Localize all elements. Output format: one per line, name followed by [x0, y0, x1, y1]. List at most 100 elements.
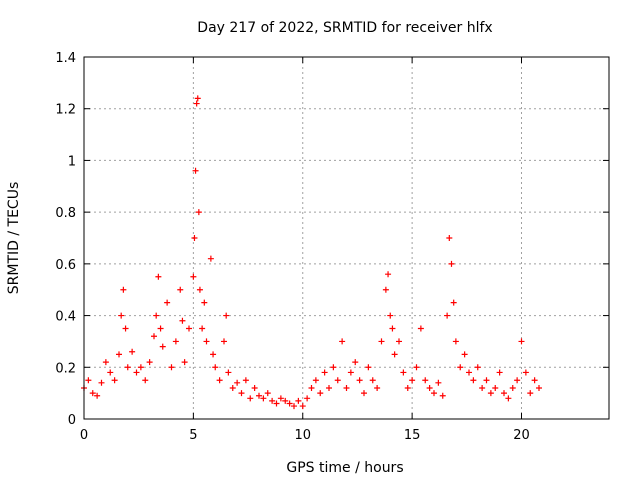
data-point	[531, 377, 538, 384]
data-point	[122, 325, 129, 332]
data-point	[389, 325, 396, 332]
data-point	[120, 286, 127, 293]
data-point	[201, 299, 208, 306]
data-point	[116, 351, 122, 358]
data-point	[179, 317, 186, 324]
data-point	[334, 377, 341, 384]
data-point	[374, 384, 381, 391]
data-point	[172, 338, 179, 345]
data-point	[207, 255, 214, 262]
y-tick-label: 0.8	[55, 206, 76, 221]
data-point	[269, 397, 276, 404]
y-tick-label: 0.6	[55, 258, 76, 273]
data-point	[210, 351, 217, 358]
data-point	[107, 369, 114, 376]
data-point	[422, 377, 429, 384]
data-point	[98, 379, 105, 386]
x-tick-label: 20	[513, 428, 530, 443]
data-point	[203, 338, 210, 345]
y-axis-ticks: 0 0.2 0.4 0.6 0.8 1 1.2 1.4	[55, 51, 609, 428]
data-point	[282, 397, 289, 404]
data-point	[264, 390, 271, 397]
data-point	[378, 338, 385, 345]
y-tick-label: 0.4	[55, 310, 76, 325]
data-point	[439, 392, 446, 399]
data-point	[146, 359, 153, 366]
data-point	[286, 400, 293, 407]
data-point	[94, 392, 101, 399]
data-point	[391, 351, 398, 358]
data-point	[157, 325, 164, 332]
data-point	[299, 403, 306, 410]
data-point	[111, 377, 118, 384]
data-point	[343, 384, 350, 391]
data-point	[229, 384, 236, 391]
x-tick-label: 10	[294, 428, 311, 443]
data-point	[396, 338, 402, 345]
data-point	[479, 384, 486, 391]
data-point	[339, 338, 346, 345]
data-point	[85, 377, 92, 384]
data-point	[251, 384, 258, 391]
data-point	[527, 390, 534, 397]
data-point	[356, 377, 363, 384]
data-point	[426, 384, 433, 391]
data-point	[212, 364, 219, 371]
x-axis-ticks: 0 5 10 15 20	[80, 57, 530, 443]
data-point	[225, 369, 232, 376]
data-point	[260, 395, 267, 402]
data-point	[118, 312, 125, 319]
data-point	[382, 286, 389, 293]
data-point	[177, 286, 184, 293]
data-point	[505, 395, 512, 402]
data-point	[466, 369, 472, 376]
data-point	[400, 369, 407, 376]
data-point	[321, 369, 328, 376]
data-points	[81, 95, 542, 410]
data-point	[221, 338, 227, 345]
data-point	[247, 395, 254, 402]
data-point	[450, 299, 457, 306]
data-point	[448, 260, 455, 267]
data-point	[199, 325, 206, 332]
data-point	[326, 384, 332, 391]
data-point	[487, 390, 494, 397]
data-point	[186, 325, 192, 332]
plot-frame	[83, 56, 610, 420]
data-point	[317, 390, 324, 397]
data-point	[361, 390, 367, 397]
x-axis-label: GPS time / hours	[286, 460, 403, 476]
data-point	[444, 312, 451, 319]
y-tick-label: 1	[68, 154, 76, 169]
data-point	[190, 273, 197, 280]
data-point	[496, 369, 503, 376]
data-point	[385, 271, 392, 278]
data-point	[312, 377, 319, 384]
data-point	[330, 364, 337, 371]
data-point	[501, 390, 507, 397]
data-point	[492, 384, 499, 391]
data-point	[387, 312, 394, 319]
data-point	[308, 384, 315, 391]
chart-title: Day 217 of 2022, SRMTID for receiver hlf…	[197, 20, 492, 36]
data-point	[295, 397, 302, 404]
data-point	[191, 235, 198, 241]
data-point	[509, 384, 516, 391]
data-point	[413, 364, 420, 371]
data-point	[234, 379, 241, 386]
data-point	[192, 167, 199, 174]
data-point	[446, 235, 453, 241]
data-point	[347, 369, 354, 376]
data-point	[435, 379, 442, 386]
data-point	[129, 348, 136, 355]
data-point	[457, 364, 464, 371]
data-point	[155, 273, 162, 280]
data-point	[238, 390, 245, 397]
data-point	[352, 359, 359, 366]
x-tick-label: 15	[404, 428, 421, 443]
data-point	[168, 364, 175, 371]
x-tick-label: 5	[189, 428, 197, 443]
data-point	[409, 377, 416, 384]
